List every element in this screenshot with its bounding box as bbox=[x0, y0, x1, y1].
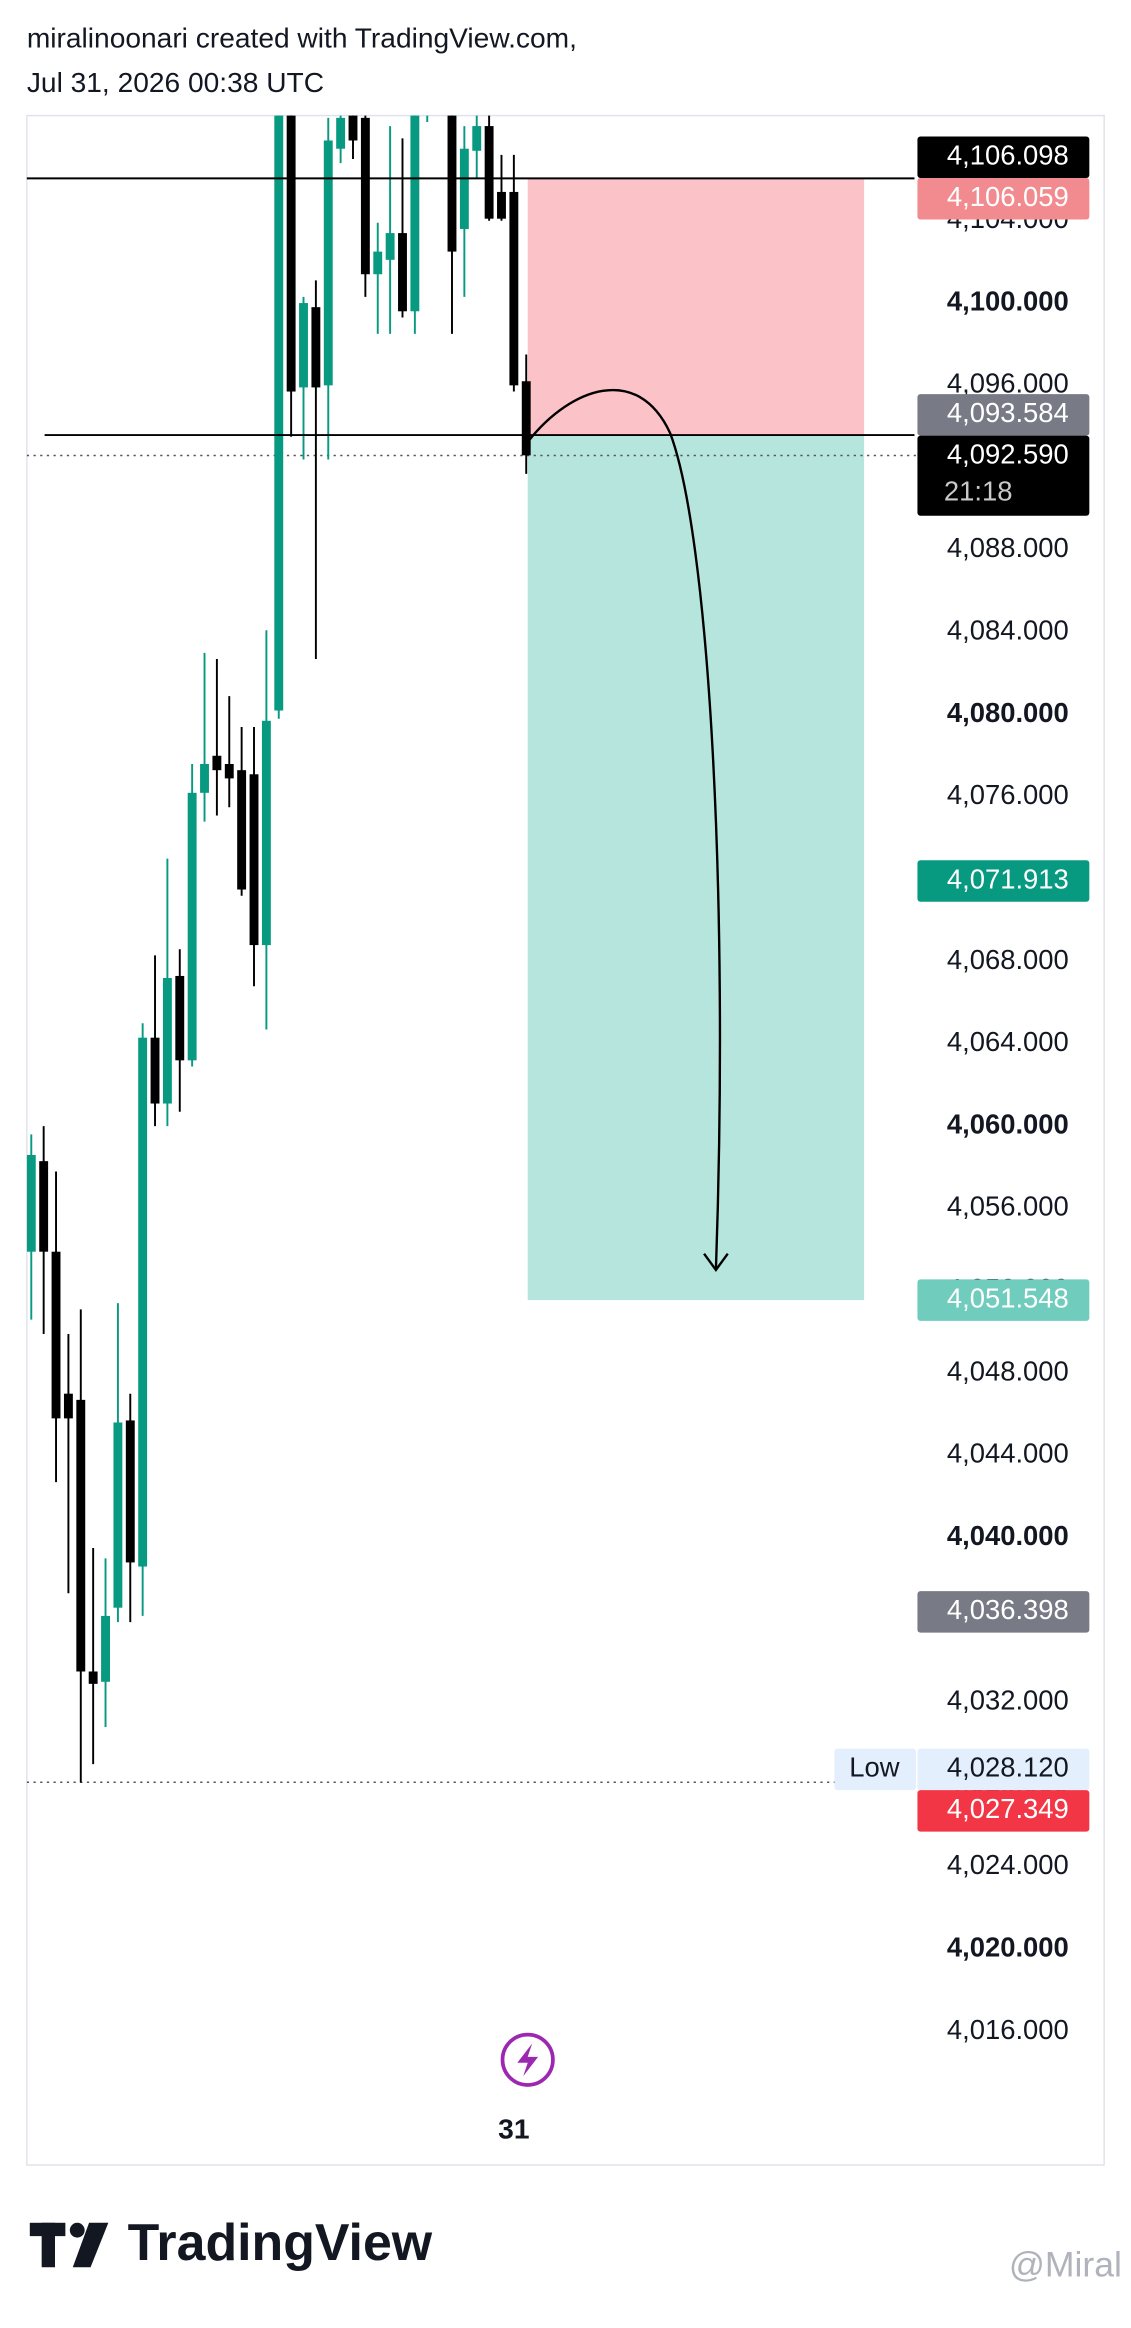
candle-body bbox=[101, 1615, 110, 1682]
candle-body bbox=[150, 1037, 160, 1104]
y-tick-label: 4,044.000 bbox=[947, 1438, 1069, 1469]
y-tick-label: 4,032.000 bbox=[947, 1685, 1069, 1716]
price-label: 4,093.584 bbox=[947, 397, 1069, 428]
y-tick-label: 4,096.000 bbox=[947, 368, 1069, 399]
candle-body bbox=[336, 117, 346, 149]
brand-name: TradingView bbox=[128, 2213, 433, 2271]
candle-body bbox=[187, 792, 197, 1061]
y-tick-label: 4,020.000 bbox=[947, 1932, 1069, 1963]
brand-logo bbox=[29, 2222, 109, 2268]
chart-frame bbox=[26, 114, 1105, 2166]
candle-body bbox=[521, 381, 531, 456]
candle-body bbox=[286, 115, 296, 392]
y-tick-label: 4,016.000 bbox=[947, 2014, 1069, 2045]
y-tick-label: 4,024.000 bbox=[947, 1849, 1069, 1880]
price-label: 4,028.120 bbox=[947, 1752, 1069, 1783]
watermark: @Miral bbox=[1009, 2245, 1122, 2285]
price-label: 4,092.590 bbox=[947, 439, 1069, 470]
price-tag: Low bbox=[849, 1752, 899, 1783]
price-tag-box bbox=[834, 1748, 916, 1791]
y-tick-label: 4,048.000 bbox=[947, 1355, 1069, 1386]
stop-zone bbox=[527, 178, 865, 436]
price-label-box bbox=[917, 860, 1090, 902]
candle-body bbox=[212, 755, 222, 771]
y-tick-label: 4,040.000 bbox=[947, 1520, 1069, 1551]
candle-body bbox=[497, 191, 506, 219]
drawn-arrow bbox=[528, 389, 722, 1270]
candle-body bbox=[274, 115, 284, 711]
price-label: 4,036.398 bbox=[947, 1594, 1069, 1625]
event-icon bbox=[500, 2032, 555, 2087]
candle-body bbox=[76, 1399, 86, 1672]
price-label-box bbox=[917, 136, 1090, 178]
target-zone bbox=[527, 435, 865, 1301]
candle-body bbox=[348, 115, 358, 141]
candle-body bbox=[447, 115, 457, 252]
price-label: 4,027.349 bbox=[947, 1793, 1069, 1824]
candle-body bbox=[175, 975, 185, 1061]
candle-body bbox=[509, 191, 519, 386]
candle-body bbox=[237, 770, 247, 890]
candle-body bbox=[410, 115, 420, 312]
candle-body bbox=[459, 148, 469, 229]
candle-body bbox=[360, 117, 370, 275]
price-label-box bbox=[917, 1748, 1090, 1791]
candle-body bbox=[51, 1251, 61, 1419]
y-tick-label: 4,088.000 bbox=[947, 532, 1069, 563]
candle-body bbox=[88, 1671, 98, 1684]
candle-body bbox=[125, 1420, 135, 1563]
candle-body bbox=[373, 251, 383, 275]
logo-slash bbox=[72, 2222, 109, 2268]
candle-body bbox=[138, 1037, 148, 1567]
price-label-box bbox=[917, 1591, 1090, 1633]
event-circle bbox=[500, 2032, 555, 2087]
countdown-label: 21:18 bbox=[944, 476, 1013, 507]
y-tick-label: 4,060.000 bbox=[947, 1108, 1069, 1139]
candle-body bbox=[311, 307, 321, 388]
arrow-head bbox=[703, 1252, 729, 1272]
candle-body bbox=[323, 140, 333, 386]
price-label-box bbox=[917, 435, 1090, 516]
x-tick-label: 31 bbox=[498, 2113, 529, 2144]
price-label: 4,106.098 bbox=[947, 139, 1069, 170]
event-bolt bbox=[517, 2043, 539, 2077]
y-tick-label: 4,068.000 bbox=[947, 944, 1069, 975]
candle-body bbox=[63, 1393, 73, 1419]
price-axis: 4,104.0004,100.0004,096.0004,092.0004,08… bbox=[834, 136, 1090, 2045]
header-line2: Jul 31, 2026 00:38 UTC bbox=[27, 67, 324, 98]
candle-body bbox=[385, 233, 395, 260]
plot-area bbox=[26, 115, 916, 1783]
y-tick-label: 4,056.000 bbox=[947, 1191, 1069, 1222]
overlay bbox=[26, 177, 915, 437]
candle-body bbox=[299, 303, 308, 388]
price-label-box bbox=[917, 394, 1090, 436]
price-label: 4,071.913 bbox=[947, 863, 1069, 894]
candle-body bbox=[113, 1422, 123, 1608]
candle-body bbox=[39, 1161, 49, 1252]
candle-body bbox=[484, 126, 494, 219]
candle-body bbox=[162, 978, 172, 1104]
candle-body bbox=[261, 720, 271, 946]
candle-body bbox=[249, 774, 259, 946]
candle-body bbox=[472, 126, 482, 151]
candle-body bbox=[224, 763, 234, 779]
y-tick-label: 4,080.000 bbox=[947, 697, 1069, 728]
price-label-box bbox=[917, 1790, 1090, 1832]
price-label-box bbox=[917, 177, 1090, 220]
price-label: 4,051.548 bbox=[947, 1282, 1069, 1313]
candle-body bbox=[200, 763, 209, 793]
logo-dot bbox=[69, 2222, 85, 2238]
candle-body bbox=[398, 233, 407, 312]
y-tick-label: 4,076.000 bbox=[947, 779, 1069, 810]
candle-body bbox=[26, 1154, 36, 1252]
header-line1: miralinoonari created with TradingView.c… bbox=[27, 22, 577, 53]
y-tick-label: 4,064.000 bbox=[947, 1026, 1069, 1057]
y-tick-label: 4,084.000 bbox=[947, 615, 1069, 646]
y-tick-label: 4,100.000 bbox=[947, 285, 1069, 316]
price-label: 4,106.059 bbox=[947, 181, 1069, 212]
logo-stem bbox=[41, 2222, 55, 2268]
price-label-box bbox=[917, 1279, 1090, 1321]
